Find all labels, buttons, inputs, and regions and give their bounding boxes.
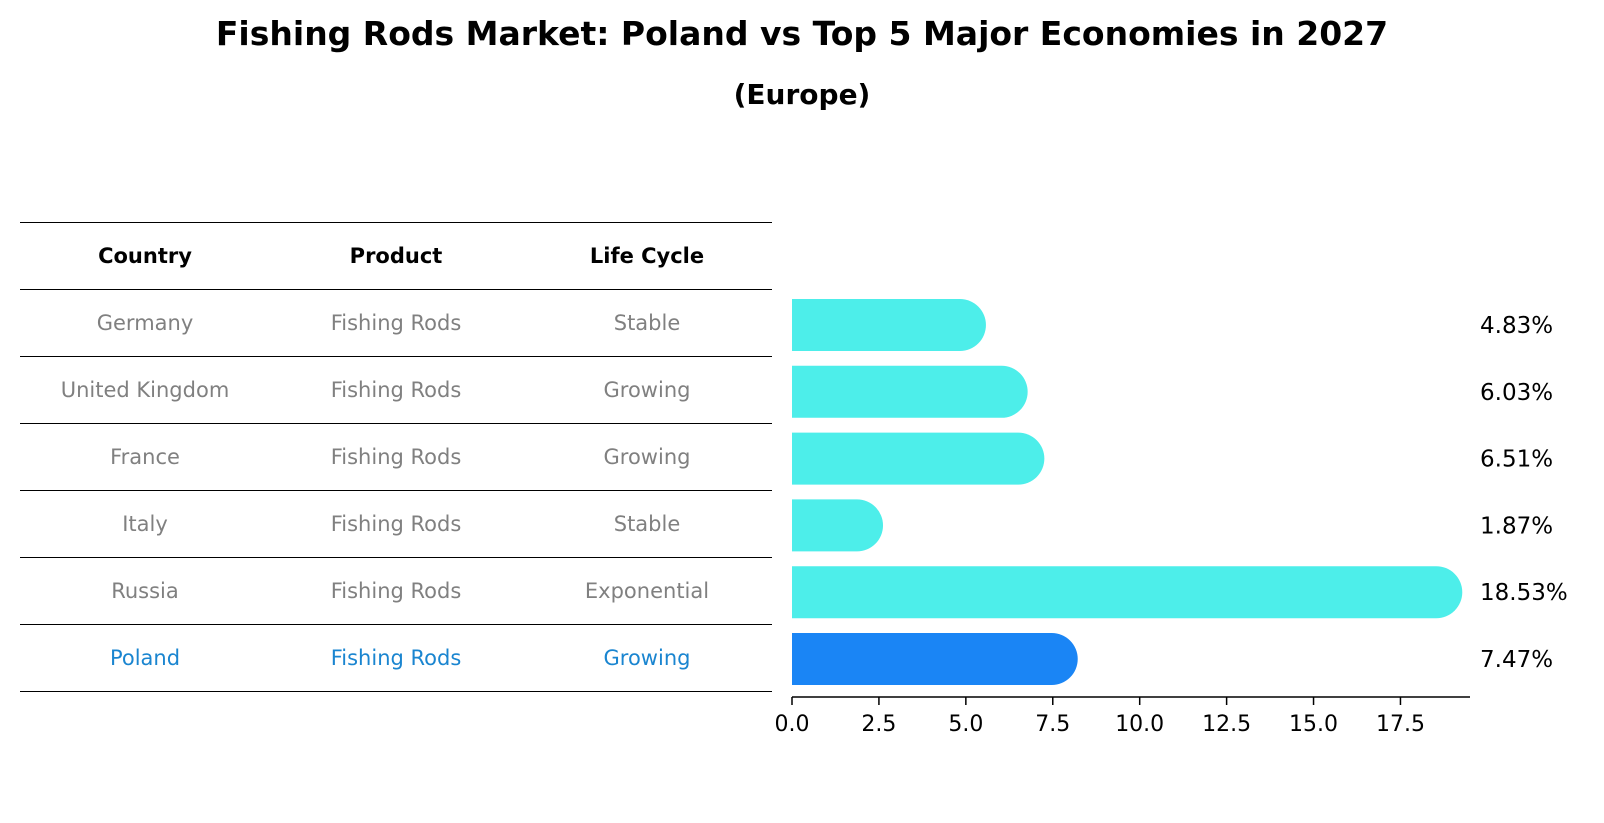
table-rule <box>20 557 772 558</box>
x-tick-label: 2.5 <box>861 712 896 737</box>
bar-value-label: 4.83% <box>1480 313 1553 339</box>
x-tick-label: 12.5 <box>1202 712 1251 737</box>
bar <box>792 365 1028 418</box>
table-cell-product: Fishing Rods <box>330 511 462 536</box>
table-rule <box>20 490 772 491</box>
x-tick-label: 0.0 <box>775 712 810 737</box>
chart-title: Fishing Rods Market: Poland vs Top 5 Maj… <box>215 14 1389 53</box>
table-cell-country: Italy <box>122 511 168 536</box>
table-cell-country: Germany <box>96 310 194 335</box>
x-tick-label: 5.0 <box>948 712 983 737</box>
bar-value-label: 6.51% <box>1480 447 1553 473</box>
table-cell-life-cycle: Exponential <box>584 578 710 603</box>
bar <box>792 432 1045 485</box>
table-cell-product: Fishing Rods <box>330 578 462 603</box>
table-rule <box>20 356 772 357</box>
table-cell-product: Fishing Rods <box>330 377 462 402</box>
table-cell-country: France <box>110 444 180 469</box>
table-cell-life-cycle: Growing <box>603 645 691 670</box>
bar-value-label: 18.53% <box>1480 580 1568 606</box>
table-rule <box>20 289 772 290</box>
bar <box>792 299 986 351</box>
x-tick-label: 10.0 <box>1115 712 1164 737</box>
bar-value-label: 1.87% <box>1480 513 1553 539</box>
bar <box>792 566 1463 619</box>
table-cell-life-cycle: Growing <box>603 444 691 469</box>
table-cell-country: Poland <box>109 645 181 670</box>
bar-value-label: 6.03% <box>1480 380 1553 406</box>
bar <box>792 499 884 552</box>
table-header: Country <box>98 243 192 268</box>
x-tick-label: 15.0 <box>1289 712 1338 737</box>
table-cell-product: Fishing Rods <box>330 645 462 670</box>
table-rule <box>20 691 772 692</box>
table-header: Product <box>349 243 443 268</box>
table-header: Life Cycle <box>589 243 705 268</box>
table-rule <box>20 222 772 223</box>
table-cell-life-cycle: Growing <box>603 377 691 402</box>
table-rule <box>20 423 772 424</box>
table-cell-country: United Kingdom <box>60 377 230 402</box>
x-tick-label: 7.5 <box>1035 712 1070 737</box>
table-cell-country: Russia <box>111 578 179 603</box>
table-cell-life-cycle: Stable <box>613 511 681 536</box>
bar-highlight <box>792 633 1078 685</box>
bar-value-label: 7.47% <box>1480 647 1553 673</box>
chart-subtitle: (Europe) <box>733 78 871 111</box>
x-tick-label: 17.5 <box>1376 712 1425 737</box>
table-cell-life-cycle: Stable <box>613 310 681 335</box>
table-cell-product: Fishing Rods <box>330 444 462 469</box>
table-cell-product: Fishing Rods <box>330 310 462 335</box>
table-rule <box>20 624 772 625</box>
